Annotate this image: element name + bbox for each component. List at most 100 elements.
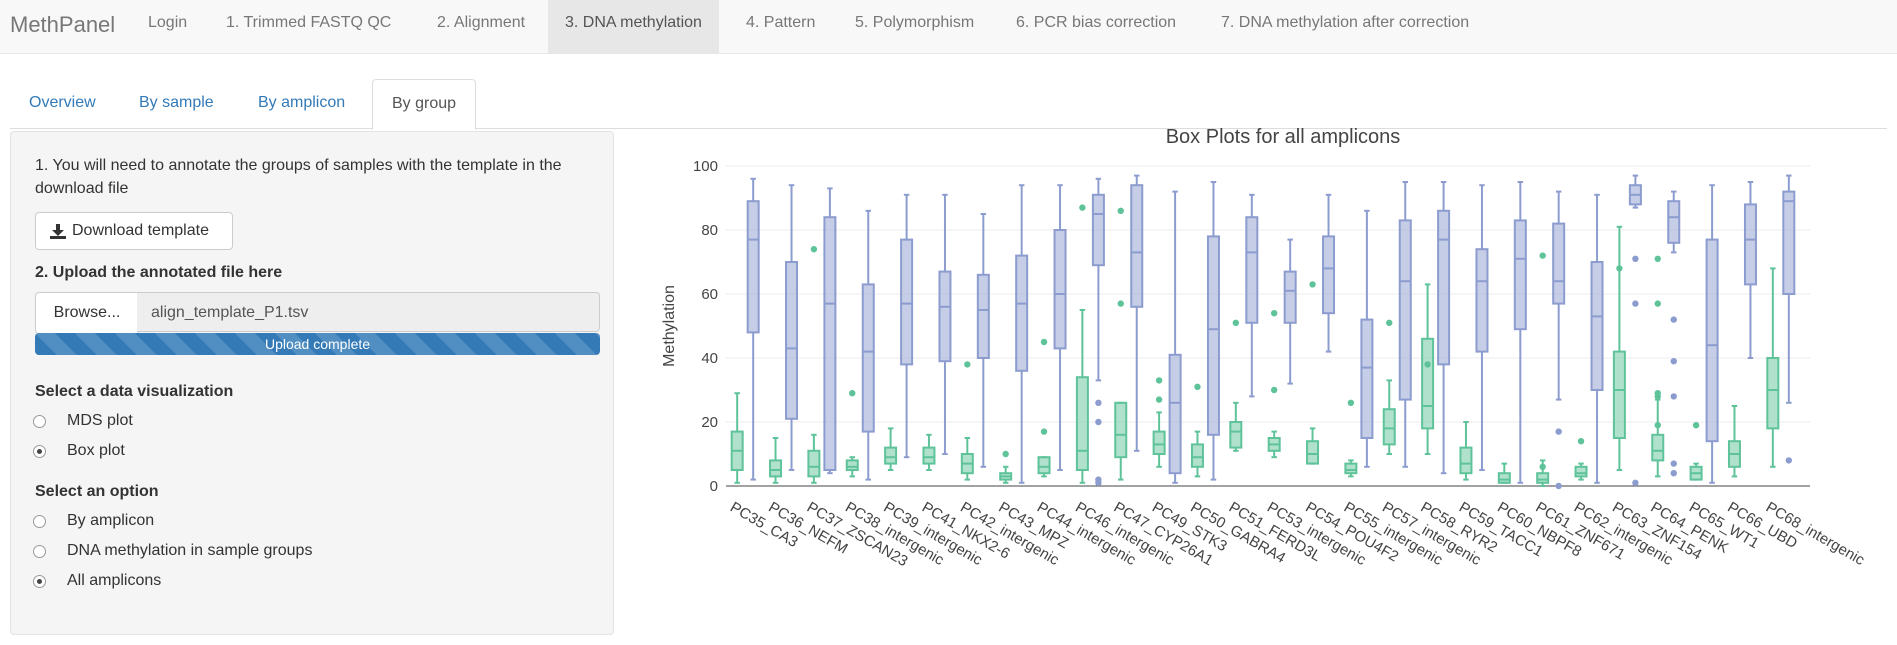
box-body	[1552, 222, 1566, 305]
y-tick-label: 0	[710, 478, 718, 495]
y-tick-label: 100	[693, 158, 718, 175]
box-body	[1398, 219, 1412, 401]
box-body	[1229, 421, 1243, 449]
outlier-point	[1309, 281, 1316, 288]
outlier-point	[964, 361, 971, 368]
radio-button[interactable]	[33, 415, 46, 428]
sidebar-panel: 1. You will need to annotate the groups …	[10, 131, 614, 635]
outlier-point	[1424, 361, 1431, 368]
box-body	[1612, 350, 1626, 440]
download-icon	[50, 224, 66, 239]
box-body	[1513, 219, 1527, 331]
outlier-point	[1095, 476, 1102, 483]
nav-dna-methylation[interactable]: 3. DNA methylation	[548, 0, 719, 53]
outlier-point	[1670, 316, 1677, 323]
box-body	[1306, 440, 1320, 465]
box-body	[1245, 216, 1259, 324]
box-body	[900, 238, 914, 366]
box-body	[1206, 235, 1220, 436]
outlier-point	[1002, 450, 1009, 458]
tab-by-amplicon[interactable]: By amplicon	[258, 94, 346, 111]
radio-button[interactable]	[33, 445, 46, 458]
outlier-point	[1632, 255, 1639, 262]
download-template-label: Download template	[72, 222, 209, 239]
outlier-point	[1040, 428, 1048, 435]
box-body	[1421, 337, 1435, 430]
y-tick-label: 60	[701, 286, 718, 303]
outlier-point	[1386, 319, 1393, 326]
outlier-point	[1654, 300, 1661, 307]
outlier-point	[1555, 428, 1562, 435]
outlier-point	[1232, 319, 1240, 326]
radio-button[interactable]	[33, 545, 46, 558]
outlier-point	[1785, 457, 1793, 464]
outlier-point	[1095, 399, 1102, 406]
box-body	[1705, 238, 1719, 443]
viz-select-label: Select a data visualization	[35, 383, 234, 400]
y-tick-label: 80	[701, 222, 718, 239]
outlier-point	[1155, 396, 1163, 403]
outlier-point	[1670, 460, 1677, 467]
tab-overview[interactable]: Overview	[29, 94, 96, 111]
outlier-point	[1654, 393, 1661, 400]
upload-progress-bar: Upload complete	[35, 333, 600, 355]
box-body	[1015, 254, 1029, 372]
outlier-point	[1117, 207, 1124, 214]
box-body	[1322, 235, 1336, 315]
box-body	[1075, 376, 1089, 472]
y-tick-label: 40	[701, 350, 718, 367]
box-body	[1168, 353, 1182, 475]
box-body	[1190, 443, 1204, 468]
box-body	[1590, 261, 1604, 391]
tab-by-sample[interactable]: By sample	[139, 94, 214, 111]
box-body	[1114, 401, 1128, 459]
nav-dna-methylation-after-correction[interactable]: 7. DNA methylation after correction	[1221, 14, 1470, 31]
radio-label: All amplicons	[67, 572, 162, 589]
chart-title: Box Plots for all amplicons	[1166, 126, 1401, 148]
nav-polymorphism[interactable]: 5. Polymorphism	[855, 14, 975, 31]
outlier-point	[1079, 204, 1086, 211]
upload-label: 2. Upload the annotated file here	[35, 264, 283, 281]
box-body	[1651, 433, 1665, 462]
outlier-point	[1040, 338, 1048, 346]
file-name-field[interactable]: align_template_P1.tsv	[137, 292, 600, 332]
outlier-point	[1654, 422, 1661, 429]
outlier-point	[1692, 422, 1700, 429]
box-body	[1459, 446, 1473, 475]
box-body	[861, 283, 875, 433]
outlier-point	[1616, 265, 1623, 272]
nav-alignment[interactable]: 2. Alignment	[437, 14, 526, 31]
y-axis-label: Methylation	[661, 285, 678, 367]
radio-label: DNA methylation in sample groups	[67, 542, 313, 559]
box-body	[1574, 465, 1588, 478]
tab-by-group[interactable]: By group	[372, 79, 477, 130]
box-body	[785, 261, 799, 420]
box-body	[1130, 184, 1144, 308]
outlier-point	[1117, 300, 1124, 307]
box-body	[746, 200, 760, 334]
download-template-button[interactable]: Download template	[35, 212, 233, 250]
outlier-point	[1270, 310, 1278, 317]
box-body	[807, 449, 821, 478]
nav-login[interactable]: Login	[148, 14, 188, 31]
browse-button[interactable]: Browse...	[35, 292, 139, 334]
box-body	[1360, 318, 1374, 440]
outlier-point	[1270, 386, 1278, 394]
outlier-point	[1155, 377, 1163, 384]
box-body	[1382, 408, 1396, 446]
outlier-point	[1347, 399, 1355, 406]
box-body	[1667, 200, 1681, 244]
radio-button[interactable]	[33, 575, 46, 588]
radio-button[interactable]	[33, 515, 46, 528]
radio-label: Box plot	[67, 442, 125, 459]
box-body	[1766, 357, 1780, 430]
brand-title[interactable]: MethPanel	[10, 12, 116, 37]
nav-trimmed-fastq-qc[interactable]: 1. Trimmed FASTQ QC	[226, 14, 392, 31]
nav-pcr-bias-correction[interactable]: 6. PCR bias correction	[1016, 14, 1177, 31]
box-body	[976, 273, 990, 359]
box-body	[1536, 472, 1550, 484]
box-body	[823, 216, 837, 471]
instruction-text: 1. You will need to annotate the groups …	[35, 157, 562, 197]
box-body	[1437, 209, 1451, 366]
nav-pattern[interactable]: 4. Pattern	[746, 14, 816, 31]
